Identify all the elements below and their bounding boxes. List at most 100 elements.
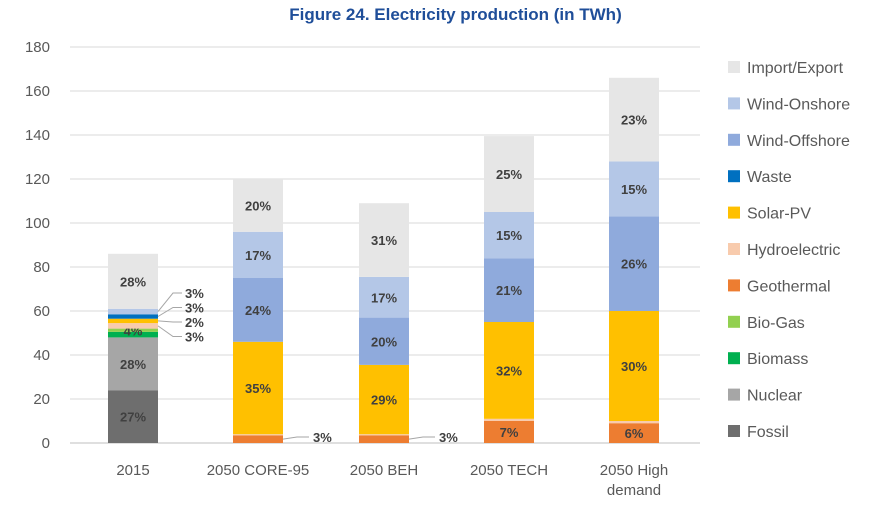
- legend-label-waste: Waste: [747, 169, 792, 186]
- legend: Import/Export Wind-Onshore Wind-Offshore Wa…: [728, 60, 850, 441]
- bar-segment-solar-pv: [359, 364, 409, 435]
- legend-swatch-fossil: [728, 425, 740, 437]
- callout-line: [157, 320, 182, 323]
- callout-label: 3%: [185, 286, 204, 301]
- bar-segment-wind-offshore: [359, 317, 409, 365]
- data-label: 28%: [120, 357, 146, 372]
- x-category-label: 2050 CORE-95: [207, 462, 310, 479]
- y-tick-label: 0: [42, 435, 50, 452]
- legend-label-geothermal: Geothermal: [747, 278, 831, 295]
- x-category-label: 2050 High: [600, 462, 668, 479]
- legend-swatch-geothermal: [728, 279, 740, 292]
- bar-segment-waste: [108, 314, 158, 319]
- x-category-label: 2050 BEH: [350, 462, 418, 479]
- callout-label: 2%: [185, 315, 204, 330]
- bar-segment-solar-pv: [233, 341, 283, 435]
- legend-swatch-import-export: [728, 61, 740, 73]
- x-category-label: 2050 TECH: [470, 462, 548, 479]
- bar-segment-wind-onshore: [609, 161, 659, 217]
- data-label: 27%: [120, 410, 146, 425]
- bar-segment-hydroelectric: [484, 418, 534, 421]
- bar-segment-bio-gas: [108, 328, 158, 332]
- bar-segment-geothermal: [359, 435, 409, 443]
- data-label: 17%: [245, 248, 271, 263]
- legend-label-fossil: Fossil: [747, 424, 789, 441]
- x-axis: 2015 2050 CORE-95 2050 BEH 2050 TECH 2050 Hi…: [116, 462, 668, 499]
- callout-label: 3%: [185, 301, 204, 316]
- legend-swatch-hydroelectric: [728, 243, 740, 255]
- data-label: 32%: [496, 363, 522, 378]
- bar-segment-wind-onshore: [359, 276, 409, 318]
- callout-label: 3%: [185, 330, 204, 345]
- legend-label-wind-onshore: Wind-Onshore: [747, 96, 850, 113]
- legend-swatch-nuclear: [728, 388, 740, 401]
- data-label: 7%: [500, 425, 519, 440]
- data-label: 29%: [371, 393, 397, 408]
- bar-segment-solar-pv: [108, 318, 158, 324]
- y-tick-label: 120: [25, 171, 50, 188]
- bar-segment-solar-pv: [609, 311, 659, 421]
- data-label: 23%: [621, 113, 647, 128]
- bar-segment-hydroelectric: [609, 421, 659, 424]
- legend-label-hydroelectric: Hydroelectric: [747, 242, 840, 259]
- y-tick-label: 140: [25, 127, 50, 144]
- bar-segment-geothermal: [609, 423, 659, 443]
- legend-label-biomass: Biomass: [747, 351, 808, 368]
- legend-label-bio-gas: Bio-Gas: [747, 315, 805, 332]
- data-label: 15%: [621, 182, 647, 197]
- x-category-label: 2015: [116, 462, 149, 479]
- bar-segment-wind-offshore: [484, 258, 534, 322]
- callout-line: [157, 325, 182, 337]
- bar-segment-import-export: [609, 77, 659, 162]
- legend-label-wind-offshore: Wind-Offshore: [747, 133, 850, 150]
- y-tick-label: 60: [33, 303, 50, 320]
- bar-segment-import-export: [108, 253, 158, 309]
- callout-line: [157, 307, 182, 317]
- y-tick-label: 180: [25, 39, 50, 56]
- y-tick-label: 160: [25, 83, 50, 100]
- bar-segment-wind-onshore: [233, 231, 283, 278]
- legend-label-import-export: Import/Export: [747, 60, 844, 77]
- callout-line: [408, 436, 435, 440]
- bar-segment-import-export: [359, 203, 409, 277]
- bar-segment-wind-offshore: [609, 216, 659, 311]
- x-category-label: demand: [607, 482, 661, 499]
- data-label: 26%: [621, 257, 647, 272]
- legend-swatch-waste: [728, 170, 740, 183]
- data-label: 6%: [625, 426, 644, 441]
- bar-segment-wind-offshore: [233, 278, 283, 342]
- data-label: 21%: [496, 283, 522, 298]
- bar-segment-hydroelectric: [233, 434, 283, 436]
- data-label: 25%: [496, 167, 522, 182]
- bar-segment-nuclear: [108, 337, 158, 391]
- y-tick-label: 40: [33, 347, 50, 364]
- bar-segment-hydroelectric: [359, 434, 409, 436]
- data-label: 17%: [371, 290, 397, 305]
- data-label: 35%: [245, 381, 271, 396]
- bars: 27%28%4%28%35%24%17%20%29%20%17%31%7%32%…: [108, 77, 659, 445]
- callout-label: 3%: [439, 430, 458, 445]
- data-label: 20%: [371, 334, 397, 349]
- y-tick-label: 100: [25, 215, 50, 232]
- y-tick-label: 20: [33, 391, 50, 408]
- legend-swatch-bio-gas: [728, 315, 740, 328]
- bar-segment-wind-onshore: [484, 212, 534, 259]
- bar-segment-wind-onshore: [108, 308, 158, 315]
- bar-segment-fossil: [108, 390, 158, 443]
- legend-swatch-wind-onshore: [728, 97, 740, 110]
- callout-line: [157, 292, 182, 312]
- bar-segment-import-export: [484, 136, 534, 212]
- data-label: 30%: [621, 359, 647, 374]
- callout-label: 3%: [313, 430, 332, 445]
- data-label: 24%: [245, 303, 271, 318]
- legend-label-solar-pv: Solar-PV: [747, 206, 811, 223]
- callout-line: [282, 436, 309, 440]
- y-tick-label: 80: [33, 259, 50, 276]
- legend-swatch-biomass: [728, 352, 740, 365]
- bar-segment-geothermal: [484, 421, 534, 443]
- data-label: 20%: [245, 198, 271, 213]
- legend-label-nuclear: Nuclear: [747, 388, 803, 405]
- bar-segment-solar-pv: [484, 322, 534, 419]
- bar-segment-import-export: [233, 179, 283, 232]
